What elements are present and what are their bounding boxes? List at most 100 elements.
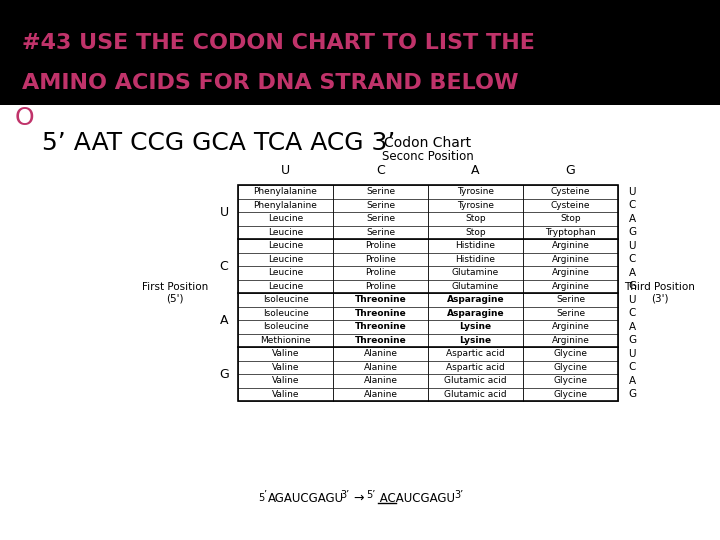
Text: A: A [472, 164, 480, 177]
Bar [428, 374, 523, 388]
Bar [238, 293, 333, 307]
Bar [333, 334, 428, 347]
Text: Glutamic acid: Glutamic acid [444, 390, 507, 399]
Text: O: O [15, 106, 35, 130]
Text: C: C [629, 254, 636, 264]
Bar [428, 239, 523, 253]
Bar [523, 185, 618, 199]
Text: →: → [350, 491, 369, 504]
Text: Stop: Stop [465, 228, 486, 237]
Bar [523, 388, 618, 401]
Text: Serine: Serine [556, 309, 585, 318]
Bar [428, 199, 523, 212]
Bar [238, 361, 333, 374]
Text: Histidine: Histidine [456, 255, 495, 264]
Text: Cysteine: Cysteine [551, 187, 590, 196]
Text: U: U [281, 164, 290, 177]
Text: Lysine: Lysine [459, 336, 492, 345]
Text: G: G [628, 389, 636, 399]
Bar [428, 212, 523, 226]
Text: Codon Chart: Codon Chart [384, 136, 472, 150]
Text: G: G [628, 227, 636, 237]
Text: ’: ’ [263, 490, 266, 500]
Text: Serine: Serine [366, 187, 395, 196]
Bar [523, 253, 618, 266]
Bar [333, 253, 428, 266]
Text: Glycine: Glycine [554, 390, 588, 399]
Text: Third Position
(3'): Third Position (3') [624, 282, 696, 304]
Bar [333, 320, 428, 334]
Bar [238, 185, 333, 199]
Bar [523, 374, 618, 388]
Text: Tryptophan: Tryptophan [545, 228, 596, 237]
Text: First Position
(5'): First Position (5') [142, 282, 208, 304]
Text: Serine: Serine [366, 228, 395, 237]
Bar [523, 280, 618, 293]
Bar [333, 388, 428, 401]
Text: Glutamic acid: Glutamic acid [444, 376, 507, 385]
Text: Glycine: Glycine [554, 349, 588, 358]
Text: Lysine: Lysine [459, 322, 492, 331]
Bar [333, 361, 428, 374]
Text: AGAUCGAGU: AGAUCGAGU [268, 491, 344, 504]
Text: U: U [220, 206, 228, 219]
Text: A: A [629, 322, 636, 332]
Text: Serine: Serine [556, 295, 585, 304]
Text: Arginine: Arginine [552, 255, 590, 264]
Bar [333, 347, 428, 361]
Text: Tyrosine: Tyrosine [457, 201, 494, 210]
Bar [238, 226, 333, 239]
Text: Leucine: Leucine [268, 228, 303, 237]
Text: Aspartic acid: Aspartic acid [446, 349, 505, 358]
Text: Valine: Valine [271, 376, 300, 385]
Text: U: U [629, 187, 636, 197]
Text: Glycine: Glycine [554, 363, 588, 372]
Bar [523, 199, 618, 212]
Text: 3’: 3’ [340, 490, 349, 500]
Text: 5’ AAT CCG GCA TCA ACG 3’: 5’ AAT CCG GCA TCA ACG 3’ [42, 131, 395, 155]
Bar [428, 334, 523, 347]
Text: A: A [629, 376, 636, 386]
Text: C: C [376, 164, 385, 177]
Text: Tyrosine: Tyrosine [457, 187, 494, 196]
Bar [523, 239, 618, 253]
Bar [523, 361, 618, 374]
Bar [428, 266, 523, 280]
Text: Leucine: Leucine [268, 268, 303, 277]
Text: Alanine: Alanine [364, 349, 397, 358]
Text: C: C [629, 308, 636, 318]
Text: U: U [629, 295, 636, 305]
Text: Asparagine: Asparagine [446, 295, 504, 304]
Text: Asparagine: Asparagine [446, 309, 504, 318]
Text: Proline: Proline [365, 268, 396, 277]
Text: Arginine: Arginine [552, 282, 590, 291]
Bar [238, 320, 333, 334]
Bar [428, 293, 523, 307]
Bar [523, 266, 618, 280]
Text: 5: 5 [258, 493, 264, 503]
Bar [238, 239, 333, 253]
Text: Stop: Stop [560, 214, 581, 223]
Bar [428, 280, 523, 293]
Text: Isoleucine: Isoleucine [263, 322, 308, 331]
Bar [333, 199, 428, 212]
Text: Proline: Proline [365, 255, 396, 264]
Bar [238, 334, 333, 347]
Text: Cysteine: Cysteine [551, 201, 590, 210]
Text: Leucine: Leucine [268, 241, 303, 250]
Bar [333, 212, 428, 226]
Text: G: G [628, 335, 636, 345]
Bar [238, 212, 333, 226]
Bar [523, 347, 618, 361]
Bar [428, 361, 523, 374]
Text: #43 USE THE CODON CHART TO LIST THE: #43 USE THE CODON CHART TO LIST THE [22, 33, 535, 53]
Bar [238, 185, 618, 401]
Text: Valine: Valine [271, 390, 300, 399]
Text: ACAUCGAGU: ACAUCGAGU [376, 491, 455, 504]
Text: Threonine: Threonine [355, 309, 406, 318]
Text: Serine: Serine [366, 201, 395, 210]
Bar [523, 320, 618, 334]
Text: Valine: Valine [271, 349, 300, 358]
Text: Isoleucine: Isoleucine [263, 295, 308, 304]
Text: Seconc Position: Seconc Position [382, 151, 474, 164]
